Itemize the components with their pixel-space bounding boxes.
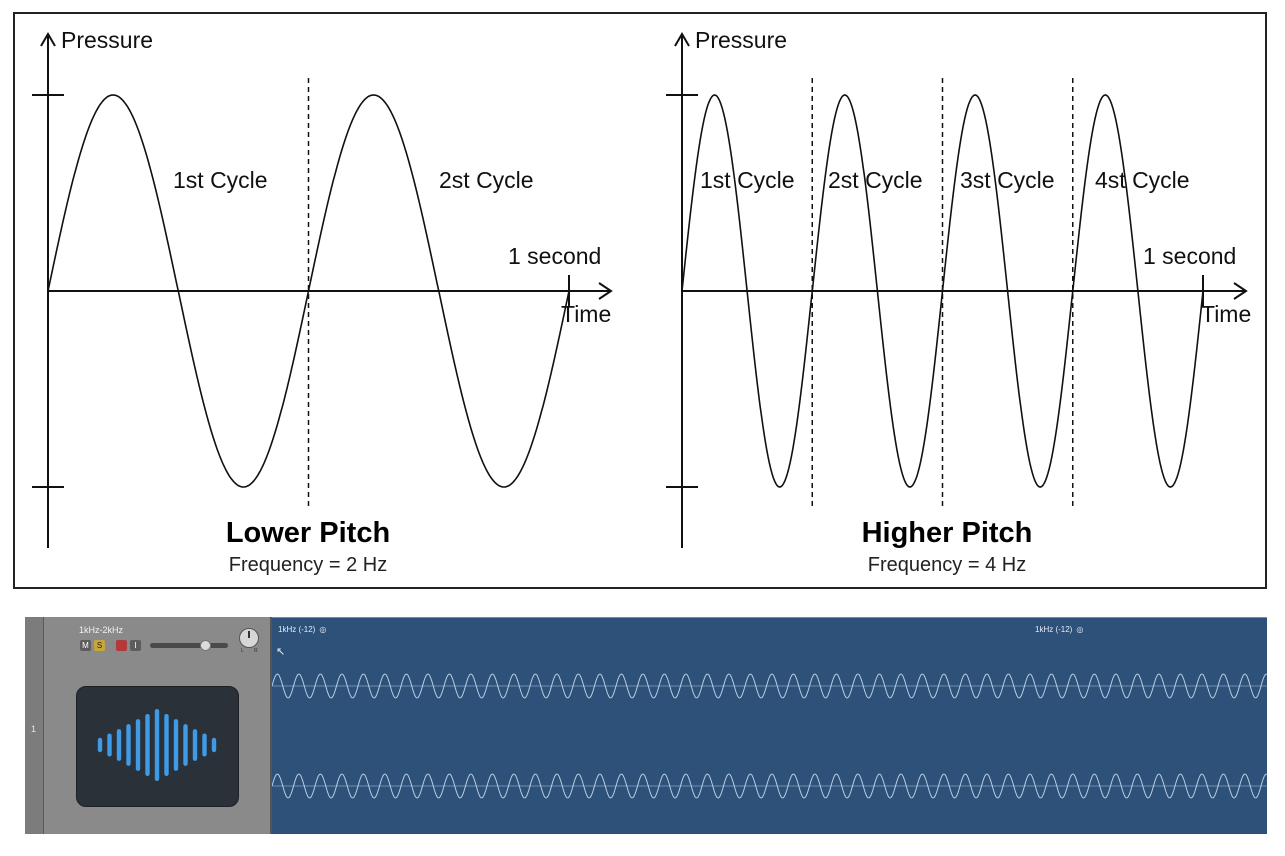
loop-icon: ◎ xyxy=(1076,625,1084,634)
cycle-label-1: 1st Cycle xyxy=(173,167,268,193)
record-enable-button[interactable] xyxy=(116,640,127,651)
x-axis-arrow xyxy=(1233,282,1248,300)
cycle-label-2: 2st Cycle xyxy=(439,167,534,193)
pitch-diagram-frame: Pressure Time 1 second 1st Cycle 2st Cyc… xyxy=(13,12,1267,589)
duration-label: 1 second xyxy=(508,243,601,269)
waveform-bar xyxy=(126,724,131,766)
sine-wave xyxy=(681,94,1204,488)
waveform-bar xyxy=(145,714,150,776)
cycle-label-3: 3st Cycle xyxy=(960,167,1055,193)
audio-channel-waveform-2 xyxy=(272,773,1267,799)
track-name[interactable]: 1kHz-2kHz xyxy=(79,625,124,635)
audio-waveform-icon xyxy=(76,686,239,807)
x-axis-arrow xyxy=(598,282,613,300)
mute-button[interactable]: M xyxy=(80,640,91,651)
waveform-bar xyxy=(173,719,179,771)
lower-pitch-panel: Pressure Time 1 second 1st Cycle 2st Cyc… xyxy=(61,27,611,576)
lower-pitch-frequency: Frequency = 2 Hz xyxy=(229,554,387,576)
region-label: 1kHz (-12) ◎ xyxy=(1035,625,1084,634)
y-axis-arrow xyxy=(40,32,56,47)
cycle-label-1: 1st Cycle xyxy=(700,167,795,193)
higher-pitch-title: Higher Pitch xyxy=(862,517,1033,549)
higher-pitch-frequency: Frequency = 4 Hz xyxy=(868,554,1026,576)
pan-knob[interactable] xyxy=(239,628,259,648)
daw-track-view: 1 1kHz-2kHz M S I L R 1kHz (-12) ◎ 1kHz (… xyxy=(25,617,1267,834)
waveform-bar xyxy=(116,729,122,761)
lower-pitch-title: Lower Pitch xyxy=(226,517,390,549)
solo-button[interactable]: S xyxy=(94,640,105,651)
sine-panel-2 xyxy=(666,32,1248,548)
higher-pitch-panel: Pressure Time 1 second 1st Cycle 2st Cyc… xyxy=(695,27,1251,576)
y-axis-arrow xyxy=(674,32,690,47)
waveform-bar xyxy=(202,733,207,757)
pitch-diagram: Pressure Time 1 second 1st Cycle 2st Cyc… xyxy=(32,27,1251,576)
volume-slider-thumb[interactable] xyxy=(200,640,212,651)
mouse-pointer-icon: ↖ xyxy=(276,646,286,658)
cycle-label-2: 2st Cycle xyxy=(828,167,923,193)
input-monitor-button[interactable]: I xyxy=(130,640,141,651)
loop-icon: ◎ xyxy=(319,625,327,634)
volume-slider[interactable] xyxy=(150,640,228,651)
sine-panel-1 xyxy=(32,32,613,548)
waveform-bar xyxy=(164,714,169,776)
waveform-bar xyxy=(135,719,141,771)
audio-channel-waveform-1 xyxy=(272,673,1267,699)
waveform-bar xyxy=(107,733,112,757)
cycle-label-4: 4st Cycle xyxy=(1095,167,1190,193)
waveform-bar xyxy=(154,709,160,781)
waveform-bar xyxy=(183,724,188,766)
waveform-bar xyxy=(97,737,103,753)
audio-waveform-icon-graphic xyxy=(97,709,217,781)
pressure-axis-label: Pressure xyxy=(695,27,787,53)
duration-label: 1 second xyxy=(1143,243,1236,269)
track-number: 1 xyxy=(31,724,37,734)
pan-left-label: L xyxy=(241,648,244,654)
region-label: 1kHz (-12) ◎ xyxy=(278,625,327,634)
pan-right-label: R xyxy=(254,648,258,654)
track-header[interactable]: 1kHz-2kHz M S I L R xyxy=(44,617,272,834)
track-number-column: 1 xyxy=(25,617,44,834)
audio-region[interactable]: 1kHz (-12) ◎ 1kHz (-12) ◎ xyxy=(272,617,1267,834)
audio-waveform-display xyxy=(272,673,1267,799)
waveform-bar xyxy=(192,729,198,761)
pressure-axis-label: Pressure xyxy=(61,27,153,53)
time-axis-label: Time xyxy=(1201,301,1251,327)
sine-wave xyxy=(47,94,570,488)
waveform-bar xyxy=(211,737,217,753)
